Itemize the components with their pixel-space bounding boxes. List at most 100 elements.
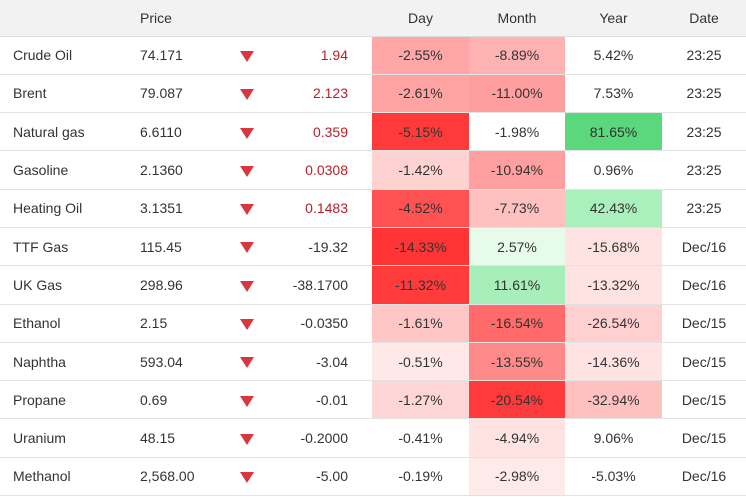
- day-change-cell: -2.55%: [372, 36, 469, 75]
- arrow-down-icon: [240, 89, 254, 101]
- month-change-cell: -13.55%: [469, 342, 565, 382]
- table-row[interactable]: Gasoline 2.1360 0.0308 -1.42% -10.94% 0.96% 23…: [0, 150, 746, 190]
- commodity-name-link[interactable]: UK Gas: [0, 265, 140, 305]
- arrow-down-icon: [240, 433, 254, 445]
- price-cell: 48.15: [140, 418, 240, 458]
- year-change-cell: -26.54%: [565, 304, 662, 343]
- table-row[interactable]: Ethanol 2.15 -0.0350 -1.61% -16.54% -26.54% De…: [0, 304, 746, 343]
- table-row[interactable]: Uranium 48.15 -0.2000 -0.41% -4.94% 9.06% Dec/…: [0, 418, 746, 458]
- table-row[interactable]: Crude Oil 74.171 1.94 -2.55% -8.89% 5.42% 23:2…: [0, 36, 746, 75]
- arrow-cell: [240, 74, 280, 114]
- column-header-change[interactable]: [280, 0, 372, 37]
- column-header-arrow: [240, 0, 280, 37]
- price-cell: 3.1351: [140, 189, 240, 228]
- commodity-name-link[interactable]: Uranium: [0, 418, 140, 458]
- commodity-name-link[interactable]: Natural gas: [0, 112, 140, 152]
- arrow-cell: [240, 457, 280, 497]
- arrow-down-icon: [240, 280, 254, 292]
- year-change-cell: -13.32%: [565, 265, 662, 305]
- commodity-name-link[interactable]: Ethanol: [0, 304, 140, 343]
- change-cell: -5.00: [280, 457, 372, 497]
- price-cell: 593.04: [140, 342, 240, 382]
- table-row[interactable]: Natural gas 6.6110 0.359 -5.15% -1.98% 81.65%…: [0, 112, 746, 152]
- date-cell: 23:25: [662, 112, 746, 152]
- arrow-cell: [240, 380, 280, 420]
- commodity-name-link[interactable]: Naphtha: [0, 342, 140, 382]
- column-header-date[interactable]: Date: [662, 0, 746, 37]
- year-change-cell: 9.06%: [565, 418, 662, 458]
- month-change-cell: -20.54%: [469, 380, 565, 420]
- day-change-cell: -1.61%: [372, 304, 469, 343]
- change-cell: -0.0350: [280, 304, 372, 343]
- table-row[interactable]: Heating Oil 3.1351 0.1483 -4.52% -7.73% 42.43…: [0, 189, 746, 228]
- day-change-cell: -0.19%: [372, 457, 469, 497]
- table-row[interactable]: Propane 0.69 -0.01 -1.27% -20.54% -32.94% Dec/…: [0, 380, 746, 420]
- change-cell: -19.32: [280, 227, 372, 267]
- year-change-cell: 5.42%: [565, 36, 662, 75]
- change-cell: -38.1700: [280, 265, 372, 305]
- change-cell: 0.1483: [280, 189, 372, 228]
- price-cell: 0.69: [140, 380, 240, 420]
- table-row[interactable]: Brent 79.087 2.123 -2.61% -11.00% 7.53% 23:25: [0, 74, 746, 114]
- commodity-name-link[interactable]: Gasoline: [0, 150, 140, 190]
- month-change-cell: -2.98%: [469, 457, 565, 497]
- column-header-name[interactable]: [0, 0, 140, 37]
- commodity-name-link[interactable]: Crude Oil: [0, 36, 140, 75]
- date-cell: Dec/16: [662, 457, 746, 497]
- arrow-cell: [240, 150, 280, 190]
- price-cell: 298.96: [140, 265, 240, 305]
- table-row[interactable]: UK Gas 298.96 -38.1700 -11.32% 11.61% -13.32%…: [0, 265, 746, 305]
- arrow-cell: [240, 265, 280, 305]
- arrow-down-icon: [240, 50, 254, 62]
- change-cell: 1.94: [280, 36, 372, 75]
- table-row[interactable]: Naphtha 593.04 -3.04 -0.51% -13.55% -14.36% De…: [0, 342, 746, 382]
- month-change-cell: -1.98%: [469, 112, 565, 152]
- day-change-cell: -0.41%: [372, 418, 469, 458]
- month-change-cell: -16.54%: [469, 304, 565, 343]
- column-header-month[interactable]: Month: [469, 0, 565, 37]
- change-cell: 0.0308: [280, 150, 372, 190]
- commodity-name-link[interactable]: Propane: [0, 380, 140, 420]
- commodity-name-link[interactable]: TTF Gas: [0, 227, 140, 267]
- arrow-cell: [240, 189, 280, 228]
- table-row[interactable]: Methanol 2,568.00 -5.00 -0.19% -2.98% -5.03% D…: [0, 457, 746, 497]
- day-change-cell: -4.52%: [372, 189, 469, 228]
- price-cell: 115.45: [140, 227, 240, 267]
- day-change-cell: -5.15%: [372, 112, 469, 152]
- year-change-cell: -15.68%: [565, 227, 662, 267]
- price-cell: 2.15: [140, 304, 240, 343]
- commodity-name-link[interactable]: Heating Oil: [0, 189, 140, 228]
- arrow-cell: [240, 342, 280, 382]
- year-change-cell: 0.96%: [565, 150, 662, 190]
- arrow-down-icon: [240, 242, 254, 254]
- price-cell: 2.1360: [140, 150, 240, 190]
- commodity-name-link[interactable]: Methanol: [0, 457, 140, 497]
- column-header-year[interactable]: Year: [565, 0, 662, 37]
- price-cell: 2,568.00: [140, 457, 240, 497]
- table-row[interactable]: TTF Gas 115.45 -19.32 -14.33% 2.57% -15.68% De…: [0, 227, 746, 267]
- arrow-down-icon: [240, 127, 254, 139]
- change-cell: -0.2000: [280, 418, 372, 458]
- day-change-cell: -1.42%: [372, 150, 469, 190]
- column-header-day[interactable]: Day: [372, 0, 469, 37]
- table-header-row: Price Day Month Year Date: [0, 0, 746, 37]
- price-cell: 6.6110: [140, 112, 240, 152]
- year-change-cell: 81.65%: [565, 112, 662, 152]
- arrow-down-icon: [240, 395, 254, 407]
- day-change-cell: -11.32%: [372, 265, 469, 305]
- date-cell: Dec/16: [662, 227, 746, 267]
- year-change-cell: 7.53%: [565, 74, 662, 114]
- date-cell: 23:25: [662, 36, 746, 75]
- price-cell: 74.171: [140, 36, 240, 75]
- commodity-name-link[interactable]: Brent: [0, 74, 140, 114]
- day-change-cell: -0.51%: [372, 342, 469, 382]
- arrow-cell: [240, 227, 280, 267]
- table-body: Crude Oil 74.171 1.94 -2.55% -8.89% 5.42% 23:2…: [0, 36, 746, 497]
- price-cell: 79.087: [140, 74, 240, 114]
- date-cell: Dec/15: [662, 418, 746, 458]
- column-header-price[interactable]: Price: [140, 0, 240, 37]
- arrow-down-icon: [240, 357, 254, 369]
- arrow-cell: [240, 112, 280, 152]
- year-change-cell: -5.03%: [565, 457, 662, 497]
